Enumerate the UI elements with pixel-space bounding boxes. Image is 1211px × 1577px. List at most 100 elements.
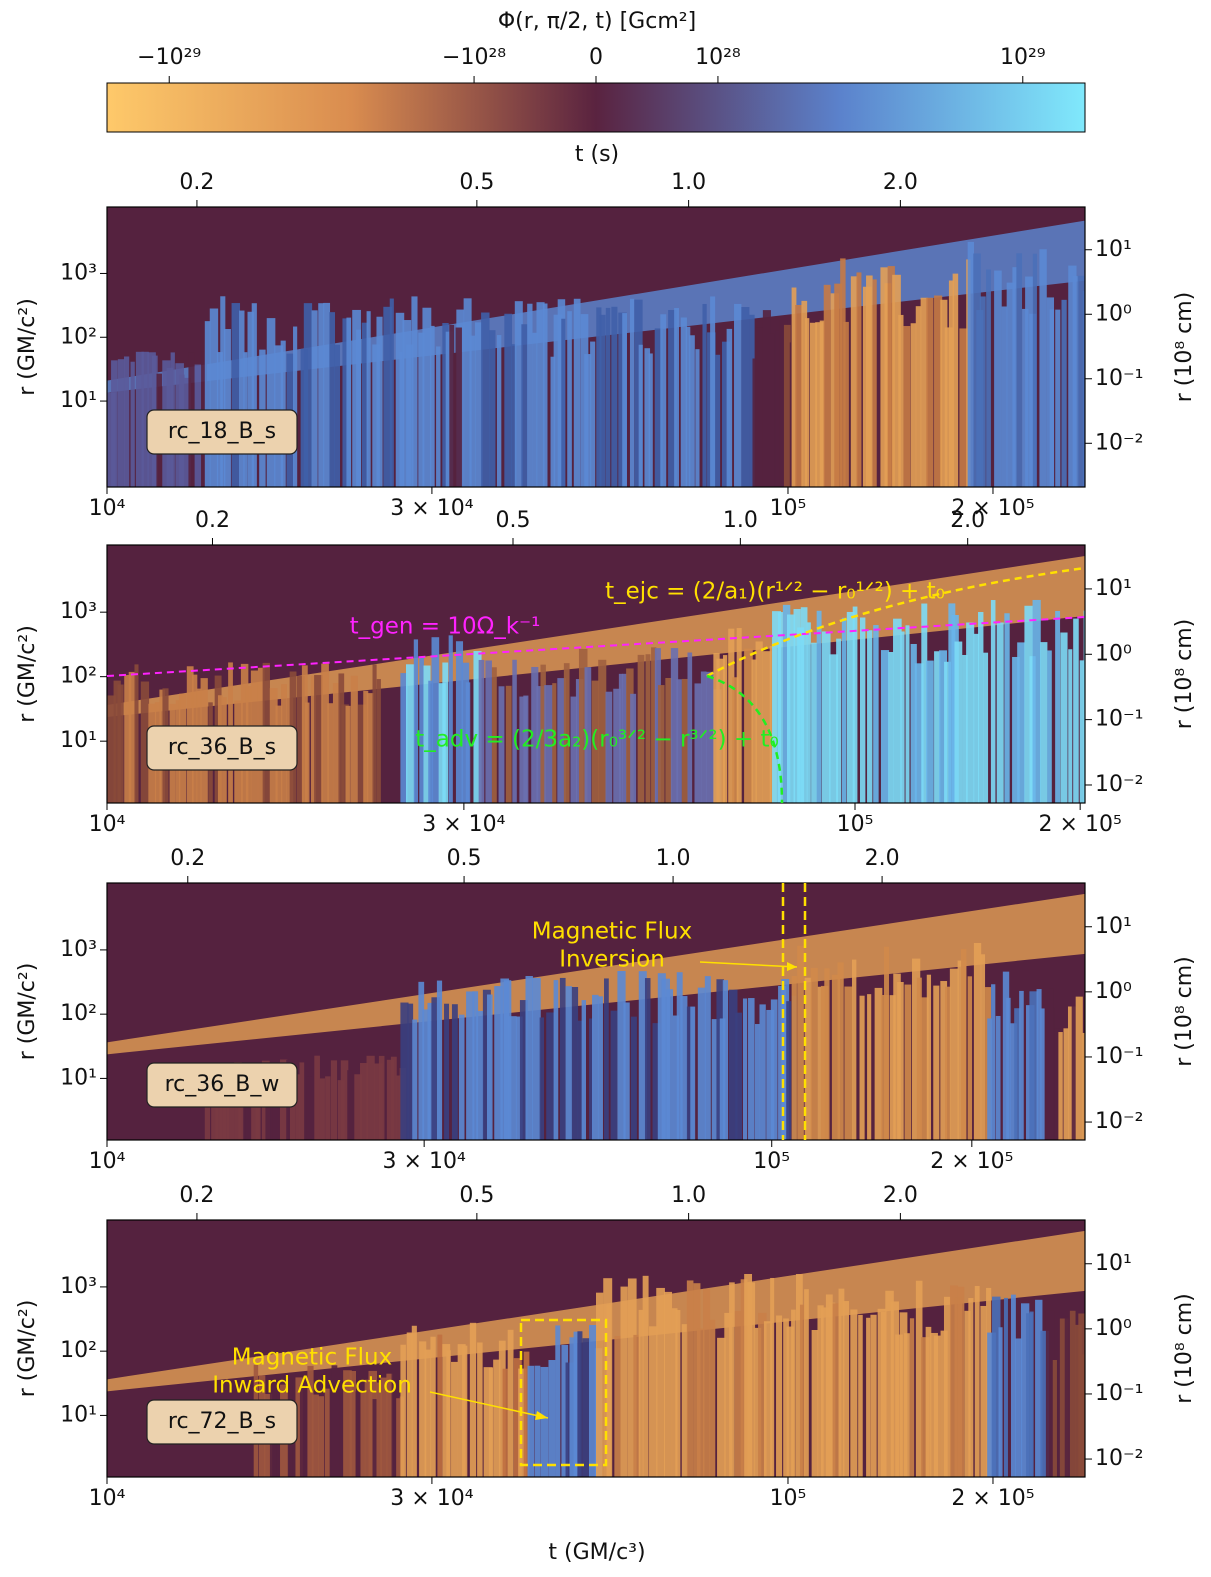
heatmap-texture — [569, 1337, 578, 1477]
annotation: Inward Advection — [212, 1373, 412, 1399]
heatmap-texture — [821, 631, 831, 803]
heatmap-texture — [400, 1344, 406, 1477]
heatmap-texture — [597, 996, 603, 1140]
x2-tick-label: 1.0 — [656, 846, 691, 871]
heatmap-texture — [557, 678, 566, 803]
heatmap-texture — [637, 654, 645, 803]
heatmap-texture — [445, 331, 452, 487]
heatmap-texture — [952, 273, 959, 487]
heatmap-texture — [542, 303, 548, 487]
heatmap-texture — [438, 683, 446, 803]
heatmap-texture — [990, 600, 996, 803]
heatmap-texture — [693, 1283, 701, 1477]
heatmap-texture — [1009, 1023, 1017, 1140]
heatmap-texture — [226, 1077, 235, 1140]
heatmap-texture — [797, 627, 805, 803]
heatmap-texture — [775, 330, 782, 487]
heatmap-texture — [407, 1003, 414, 1140]
heatmap-texture — [762, 310, 771, 487]
y-tick-label: 10² — [60, 324, 97, 349]
y2-tick-label: 10⁻² — [1095, 1109, 1143, 1134]
x2-tick-label: 1.0 — [671, 1183, 706, 1208]
heatmap-texture — [799, 1304, 806, 1477]
heatmap-texture — [967, 976, 973, 1140]
heatmap-texture — [347, 1070, 353, 1140]
heatmap-texture — [998, 1327, 1003, 1477]
heatmap-texture — [606, 1304, 612, 1477]
heatmap-texture — [689, 335, 695, 487]
x2-tick-label: 2.0 — [950, 508, 985, 533]
heatmap-texture — [663, 1291, 673, 1477]
heatmap-texture — [1058, 1032, 1063, 1140]
y2-tick-label: 10¹ — [1095, 914, 1132, 939]
heatmap-texture — [867, 630, 873, 803]
heatmap-texture — [481, 312, 490, 487]
heatmap-texture — [734, 1311, 744, 1477]
heatmap-texture — [634, 299, 643, 487]
heatmap-texture — [525, 976, 533, 1140]
heatmap-texture — [781, 979, 790, 1140]
heatmap-texture — [801, 300, 808, 487]
heatmap-texture — [676, 972, 683, 1140]
colorbar — [106, 82, 1086, 133]
heatmap-texture — [141, 351, 149, 487]
heatmap-texture — [1029, 1311, 1034, 1477]
heatmap-texture — [630, 693, 637, 803]
heatmap-texture — [511, 344, 517, 487]
x2-tick-label: 0.2 — [179, 170, 214, 195]
heatmap-texture — [626, 668, 634, 803]
heatmap-texture — [311, 310, 318, 487]
heatmap-texture — [611, 306, 618, 487]
heatmap-texture — [926, 974, 932, 1140]
heatmap-texture — [766, 1009, 775, 1140]
heatmap-texture — [734, 303, 742, 487]
heatmap-texture — [840, 258, 846, 487]
heatmap-texture — [638, 1309, 644, 1477]
x-tick-label: 3 × 10⁴ — [390, 496, 473, 521]
heatmap-texture — [658, 685, 665, 803]
heatmap-texture — [245, 1076, 252, 1140]
heatmap-texture — [1001, 306, 1008, 487]
x2-axis-label: t (s) — [575, 142, 619, 167]
heatmap-texture — [654, 648, 661, 803]
heatmap-texture — [754, 1327, 762, 1477]
heatmap-texture — [536, 302, 545, 487]
heatmap-texture — [694, 683, 702, 803]
heatmap-texture — [648, 353, 653, 487]
heatmap-texture — [1015, 1338, 1023, 1477]
heatmap-texture — [540, 664, 546, 803]
heatmap-texture — [880, 267, 888, 487]
heatmap-texture — [518, 1368, 527, 1477]
heatmap-texture — [361, 322, 369, 487]
heatmap-texture — [428, 680, 434, 803]
run-label-box — [146, 409, 298, 455]
annotation-arrow — [429, 1391, 549, 1419]
heatmap-texture — [293, 326, 298, 487]
panel: 10⁴ 3 × 10⁴ 10⁵ 2 × 10⁵ 0.2 0.5 1.0 2.0 10¹ 10² 10… — [15, 508, 1197, 837]
y2-axis-label: r (10⁸ cm) — [1172, 292, 1197, 403]
heatmap-texture — [783, 324, 791, 487]
heatmap-texture — [740, 1279, 748, 1477]
heatmap-texture — [1039, 249, 1047, 487]
heatmap-texture — [437, 1334, 443, 1477]
y-tick-label: 10¹ — [60, 728, 97, 753]
heatmap-texture — [910, 643, 917, 803]
heatmap-texture — [850, 1309, 858, 1477]
heatmap-texture — [916, 977, 922, 1140]
heatmap-texture — [957, 1286, 965, 1477]
arrow-head — [787, 962, 797, 971]
heatmap-texture — [239, 310, 245, 487]
heatmap-texture — [744, 648, 753, 803]
heatmap-texture — [446, 1350, 451, 1477]
heatmap-texture — [546, 1012, 555, 1140]
heatmap-texture — [1004, 613, 1010, 803]
heatmap-texture — [666, 989, 674, 1140]
colorbar-tick-label: −10²⁹ — [137, 45, 201, 70]
heatmap-texture — [893, 618, 902, 803]
heatmap-texture — [418, 332, 425, 487]
y2-tick-label: 10⁻² — [1095, 772, 1143, 797]
heatmap-texture — [363, 690, 369, 803]
heatmap-texture — [791, 1309, 796, 1477]
heatmap-texture — [987, 1332, 996, 1477]
heatmap-texture — [1069, 1310, 1076, 1477]
